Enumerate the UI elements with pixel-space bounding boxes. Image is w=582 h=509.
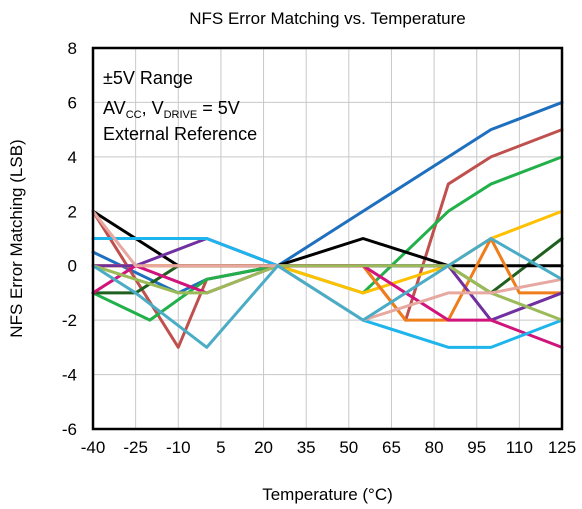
y-tick-label: -6 xyxy=(62,420,77,439)
annotation-supply-value: = 5V xyxy=(197,98,240,118)
y-tick-label: 8 xyxy=(68,39,77,58)
x-tick-label: 20 xyxy=(254,438,273,457)
annotation-reference: External Reference xyxy=(103,124,257,144)
y-tick-label: 6 xyxy=(68,93,77,112)
x-tick-label: 125 xyxy=(548,438,576,457)
y-tick-label: 0 xyxy=(68,257,77,276)
series-lines xyxy=(91,100,564,349)
x-tick-label: 110 xyxy=(506,438,533,457)
y-tick-labels: -6 -4 -2 0 2 4 6 8 xyxy=(62,39,77,439)
x-tick-label: -40 xyxy=(81,438,106,457)
x-tick-label: 95 xyxy=(467,438,486,457)
chart-title: NFS Error Matching vs. Temperature xyxy=(189,9,466,28)
annotation-range: ±5V Range xyxy=(103,68,193,88)
y-tick-label: -2 xyxy=(62,311,77,330)
series-line-13 xyxy=(91,237,564,349)
series-line-11 xyxy=(91,264,564,322)
plot-frame xyxy=(91,46,564,431)
x-tick-label: 80 xyxy=(425,438,444,457)
annotation-box: ±5V Range AVCC, VDRIVE = 5V External Ref… xyxy=(103,68,257,144)
annotation-supply: AVCC, VDRIVE = 5V xyxy=(103,98,240,121)
x-tick-labels: -40 -25 -10 5 20 35 50 65 80 95 110 125 xyxy=(81,438,576,457)
x-tick-label: -10 xyxy=(166,438,191,457)
annotation-supply-vdrive-sub: DRIVE xyxy=(164,109,198,121)
series-line-9 xyxy=(91,264,564,349)
x-tick-label: 5 xyxy=(216,438,225,457)
annotation-supply-avcc: AV xyxy=(103,98,126,118)
x-tick-label: 50 xyxy=(339,438,358,457)
y-tick-label: 4 xyxy=(68,148,77,167)
x-tick-label: 65 xyxy=(382,438,401,457)
x-tick-label: 35 xyxy=(297,438,316,457)
annotation-supply-avcc-sub: CC xyxy=(126,109,142,121)
annotation-supply-vdrive: , V xyxy=(142,98,164,118)
y-axis-label: NFS Error Matching (LSB) xyxy=(7,139,26,337)
series-line-1 xyxy=(91,100,564,295)
y-tick-label: -4 xyxy=(62,366,77,385)
x-axis-label: Temperature (°C) xyxy=(262,485,393,504)
series-line-4 xyxy=(91,209,564,295)
y-tick-label: 2 xyxy=(68,202,77,221)
x-tick-label: -25 xyxy=(123,438,148,457)
